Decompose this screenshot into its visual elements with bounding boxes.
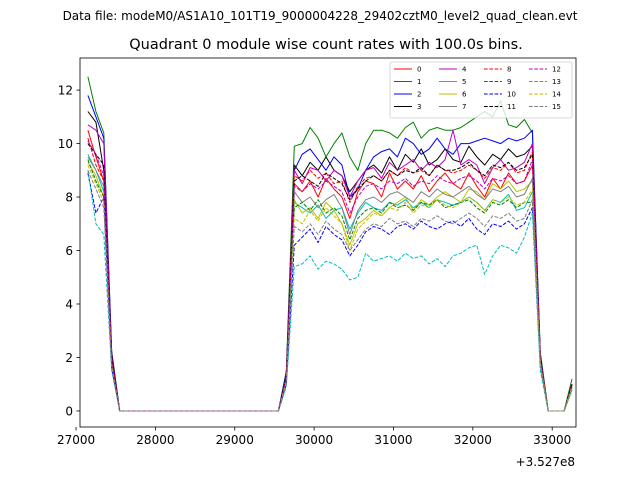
legend-label-8: 8 <box>507 66 511 74</box>
y-tick-label: 8 <box>65 190 73 204</box>
legend-label-3: 3 <box>417 103 421 111</box>
x-tick-label: 29000 <box>216 433 254 447</box>
series-line-0 <box>87 130 573 412</box>
y-tick-label: 10 <box>58 137 73 151</box>
series-line-14 <box>87 164 573 412</box>
legend-label-12: 12 <box>552 66 561 74</box>
series-line-12 <box>87 140 573 412</box>
legend-label-13: 13 <box>552 78 561 86</box>
x-tick-label: 30000 <box>295 433 333 447</box>
series-line-6 <box>87 162 573 412</box>
chart-title: Quadrant 0 module wise count rates with … <box>129 37 523 53</box>
x-tick-label: 28000 <box>136 433 174 447</box>
y-tick-label: 6 <box>65 244 73 258</box>
legend-label-7: 7 <box>462 103 466 111</box>
series-line-11 <box>87 143 573 412</box>
legend-label-5: 5 <box>462 78 466 86</box>
series-line-3 <box>87 111 573 412</box>
series-line-2 <box>87 95 573 412</box>
axes-frame <box>79 57 577 428</box>
y-tick-label: 0 <box>65 404 73 418</box>
x-tick-label: 33000 <box>533 433 571 447</box>
chart-suptitle: Data file: modeM0/AS1A10_101T19_90000042… <box>63 9 578 23</box>
legend-label-6: 6 <box>462 91 467 99</box>
x-tick-label: 31000 <box>374 433 412 447</box>
legend-label-9: 9 <box>507 78 511 86</box>
legend-label-1: 1 <box>417 78 421 86</box>
x-offset-label: +3.527e8 <box>516 455 575 469</box>
series-line-4 <box>87 124 573 412</box>
x-tick-label: 27000 <box>57 433 95 447</box>
legend-label-14: 14 <box>552 91 561 99</box>
legend-box <box>389 61 573 119</box>
series-line-15 <box>87 170 573 412</box>
legend-label-0: 0 <box>417 66 421 74</box>
y-tick-label: 4 <box>65 297 73 311</box>
y-tick-label: 12 <box>58 83 73 97</box>
legend-label-4: 4 <box>462 66 467 74</box>
legend-label-2: 2 <box>417 91 421 99</box>
legend-label-15: 15 <box>552 103 561 111</box>
legend-label-10: 10 <box>507 91 516 99</box>
series-line-8 <box>87 138 573 412</box>
plot-area: 27000 28000 29000 30000 31000 32000 33000 0 2 4 6 8… <box>57 57 577 447</box>
series-line-5 <box>87 154 573 412</box>
legend-label-11: 11 <box>507 103 516 111</box>
y-tick-label: 2 <box>65 351 73 365</box>
series-line-1 <box>87 76 573 412</box>
x-tick-label: 32000 <box>454 433 492 447</box>
series-line-7 <box>87 156 573 412</box>
series-line-10 <box>87 172 573 412</box>
